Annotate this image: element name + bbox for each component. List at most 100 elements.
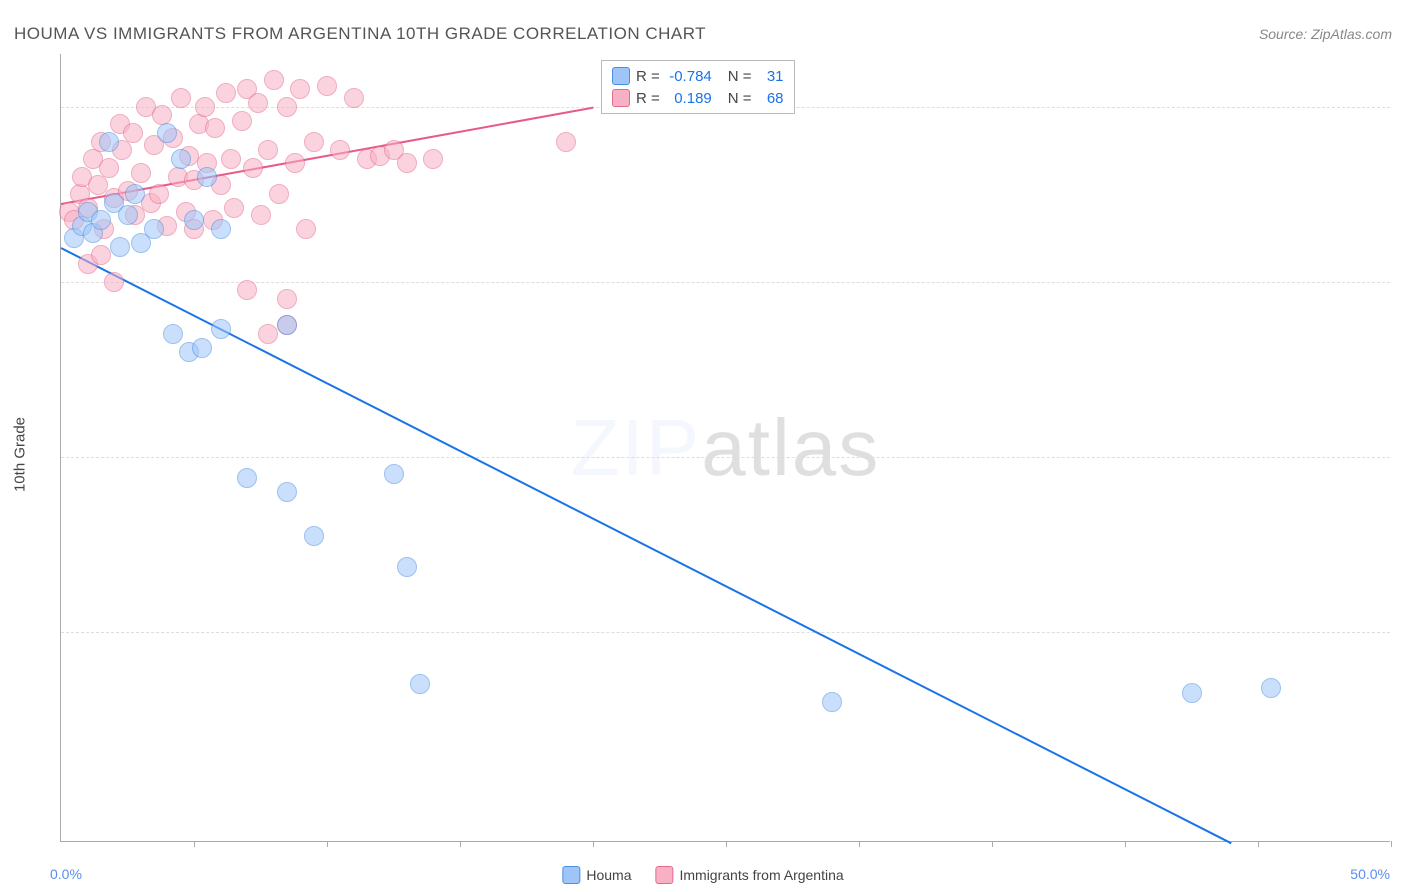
data-point (397, 153, 417, 173)
legend-swatch-houma (562, 866, 580, 884)
data-point (171, 88, 191, 108)
data-point (221, 149, 241, 169)
stats-n-label: N = (728, 90, 752, 107)
y-tick-label: 100.0% (1400, 100, 1406, 116)
stats-r-label: R = (636, 68, 660, 85)
data-point (384, 464, 404, 484)
x-tick (460, 841, 461, 847)
gridline: 70.0% (61, 632, 1390, 633)
watermark: ZIPatlas (571, 402, 880, 494)
data-point (285, 153, 305, 173)
stats-row: R = -0.784 N = 31 (612, 65, 784, 87)
chart-container: HOUMA VS IMMIGRANTS FROM ARGENTINA 10TH … (0, 0, 1406, 892)
stats-r-value: 0.189 (666, 90, 712, 107)
legend-label-houma: Houma (586, 867, 631, 883)
x-tick (859, 841, 860, 847)
data-point (269, 184, 289, 204)
data-point (290, 79, 310, 99)
data-point (197, 167, 217, 187)
x-tick (1258, 841, 1259, 847)
x-tick (194, 841, 195, 847)
data-point (410, 674, 430, 694)
x-tick (327, 841, 328, 847)
data-point (110, 237, 130, 257)
stats-swatch (612, 89, 630, 107)
data-point (277, 482, 297, 502)
x-tick (726, 841, 727, 847)
data-point (99, 158, 119, 178)
legend-label-argentina: Immigrants from Argentina (679, 867, 843, 883)
data-point (99, 132, 119, 152)
data-point (184, 210, 204, 230)
y-tick-label: 90.0% (1400, 275, 1406, 291)
data-point (237, 280, 257, 300)
x-axis-max-label: 50.0% (1350, 866, 1390, 882)
data-point (296, 219, 316, 239)
data-point (330, 140, 350, 160)
data-point (397, 557, 417, 577)
data-point (157, 123, 177, 143)
data-point (118, 205, 138, 225)
data-point (258, 140, 278, 160)
data-point (131, 163, 151, 183)
gridline: 90.0% (61, 282, 1390, 283)
legend: Houma Immigrants from Argentina (562, 866, 843, 884)
data-point (423, 149, 443, 169)
x-tick (1125, 841, 1126, 847)
trend-line (61, 247, 1232, 844)
data-point (211, 319, 231, 339)
data-point (149, 184, 169, 204)
data-point (344, 88, 364, 108)
data-point (277, 97, 297, 117)
correlation-stats-box: R = -0.784 N = 31 R = 0.189 N = 68 (601, 60, 795, 114)
legend-swatch-argentina (655, 866, 673, 884)
stats-n-label: N = (728, 68, 752, 85)
data-point (1261, 678, 1281, 698)
y-tick-label: 70.0% (1400, 625, 1406, 641)
watermark-atlas: atlas (701, 403, 880, 492)
gridline: 80.0% (61, 457, 1390, 458)
y-tick-label: 80.0% (1400, 450, 1406, 466)
data-point (277, 289, 297, 309)
data-point (144, 219, 164, 239)
data-point (163, 324, 183, 344)
data-point (317, 76, 337, 96)
data-point (205, 118, 225, 138)
data-point (232, 111, 252, 131)
stats-n-value: 31 (758, 68, 784, 85)
source-attribution: Source: ZipAtlas.com (1259, 26, 1392, 42)
data-point (243, 158, 263, 178)
chart-title: HOUMA VS IMMIGRANTS FROM ARGENTINA 10TH … (14, 24, 706, 44)
data-point (304, 526, 324, 546)
data-point (123, 123, 143, 143)
data-point (216, 83, 236, 103)
data-point (251, 205, 271, 225)
data-point (104, 272, 124, 292)
data-point (171, 149, 191, 169)
data-point (277, 315, 297, 335)
data-point (91, 245, 111, 265)
data-point (556, 132, 576, 152)
data-point (258, 324, 278, 344)
stats-n-value: 68 (758, 90, 784, 107)
x-tick (992, 841, 993, 847)
stats-r-value: -0.784 (666, 68, 712, 85)
data-point (237, 468, 257, 488)
x-tick (1391, 841, 1392, 847)
watermark-zip: ZIP (571, 403, 701, 492)
data-point (822, 692, 842, 712)
legend-item-argentina: Immigrants from Argentina (655, 866, 843, 884)
x-tick (593, 841, 594, 847)
data-point (224, 198, 244, 218)
data-point (304, 132, 324, 152)
legend-item-houma: Houma (562, 866, 631, 884)
y-axis-title: 10th Grade (12, 417, 29, 492)
data-point (91, 210, 111, 230)
plot-area: ZIPatlas 70.0%80.0%90.0%100.0%R = -0.784… (60, 54, 1390, 842)
x-axis-min-label: 0.0% (50, 866, 82, 882)
data-point (248, 93, 268, 113)
data-point (125, 184, 145, 204)
stats-r-label: R = (636, 90, 660, 107)
data-point (1182, 683, 1202, 703)
data-point (195, 97, 215, 117)
